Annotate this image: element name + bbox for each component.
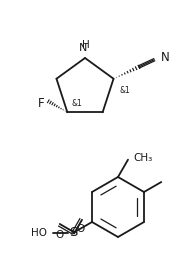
Text: S: S [69,227,77,240]
Text: F: F [38,97,44,110]
Text: N: N [161,51,170,64]
Text: &1: &1 [71,99,82,108]
Text: O: O [55,230,63,240]
Text: &1: &1 [120,86,130,95]
Text: CH₃: CH₃ [133,153,152,163]
Text: H: H [82,40,90,50]
Text: O: O [77,224,85,234]
Text: N: N [79,43,87,53]
Text: HO: HO [31,228,47,238]
